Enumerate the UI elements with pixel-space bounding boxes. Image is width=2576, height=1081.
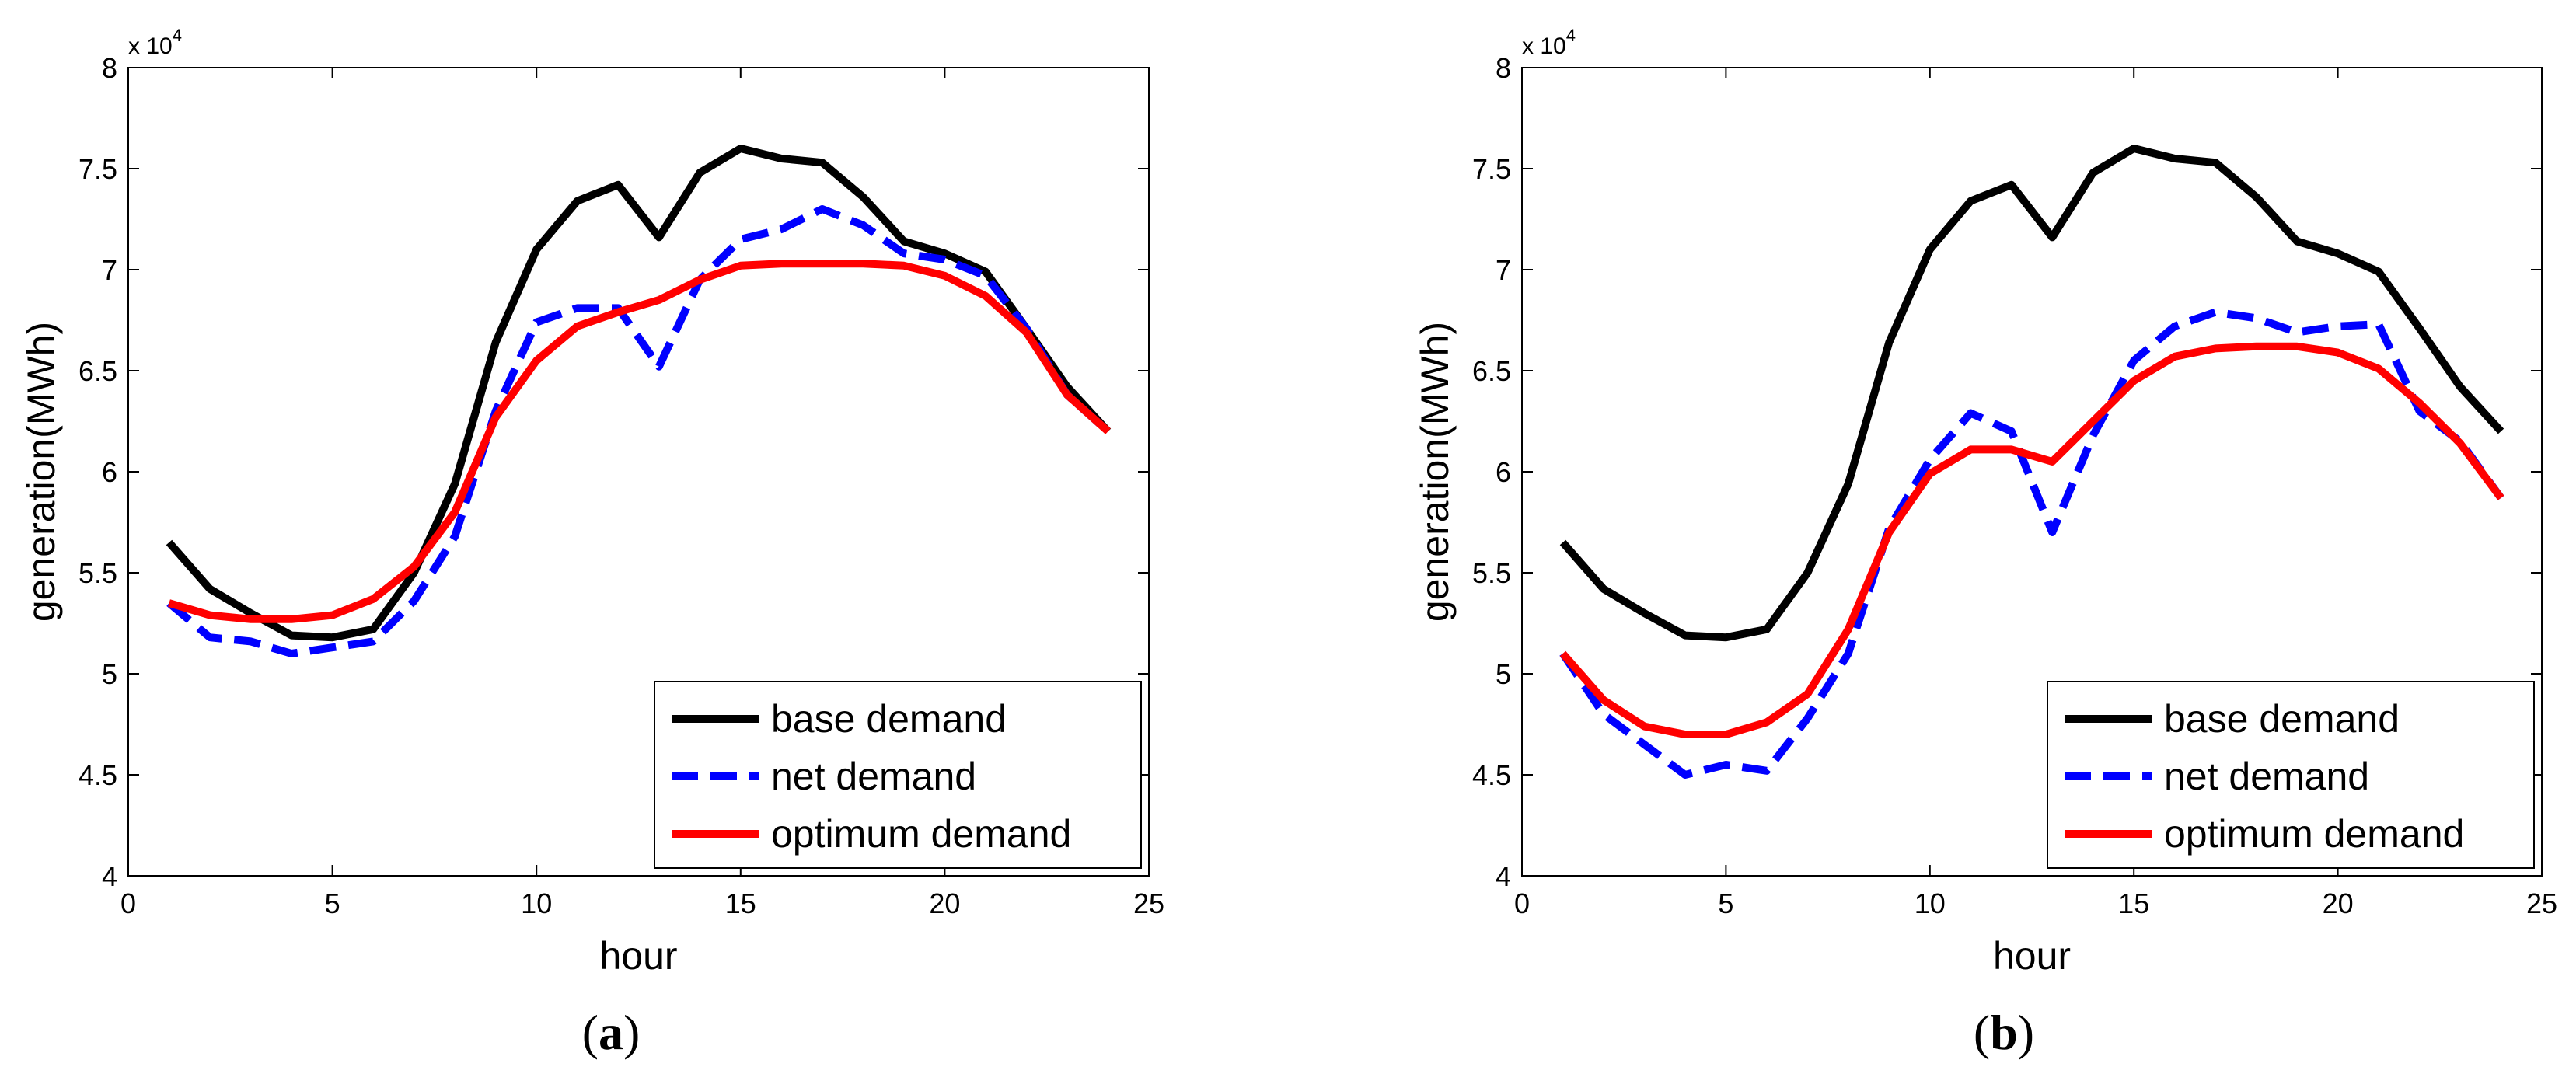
y-multiplier-base: x 10 (1522, 33, 1566, 59)
legend-label: base demand (2164, 697, 2400, 741)
y-multiplier: x 104 (1522, 26, 1576, 59)
y-tick-label: 8 (1496, 52, 1511, 84)
x-axis-label: hour (599, 934, 677, 978)
x-tick-label: 0 (120, 887, 136, 919)
series-line-net-demand (166, 205, 1111, 657)
x-tick-label: 25 (1133, 887, 1164, 919)
y-multiplier: x 104 (128, 26, 182, 59)
y-axis-label: generation(MWh) (19, 322, 63, 622)
x-tick-label: 20 (929, 887, 960, 919)
y-tick-label: 6.5 (79, 355, 117, 387)
x-tick-label: 15 (2118, 887, 2149, 919)
y-tick-label: 6 (1496, 456, 1511, 488)
y-tick-label: 6 (102, 456, 117, 488)
panel-label-open: ( (1974, 1005, 1990, 1060)
legend-label: net demand (2164, 755, 2369, 798)
x-tick-label: 5 (1718, 887, 1733, 919)
x-axis-label: hour (1993, 934, 2071, 978)
y-tick-label: 4.5 (1472, 759, 1511, 791)
panel-label-close: ) (623, 1005, 640, 1060)
legend-label: optimum demand (2164, 812, 2464, 856)
y-tick-label: 7.5 (79, 153, 117, 185)
legend-label: optimum demand (771, 812, 1071, 856)
y-tick-label: 8 (102, 52, 117, 84)
panel-label-letter: a (599, 1005, 623, 1060)
y-multiplier-exponent: 4 (1566, 26, 1576, 45)
series-line-optimum-demand (168, 260, 1111, 623)
panel-label: (b) (1974, 1005, 2034, 1060)
y-tick-label: 4.5 (79, 759, 117, 791)
legend-label: base demand (771, 697, 1007, 741)
y-tick-label: 5.5 (79, 557, 117, 589)
y-tick-label: 5 (1496, 658, 1511, 690)
x-tick-label: 5 (325, 887, 340, 919)
series-line-base-demand (1559, 145, 2504, 642)
y-tick-label: 4 (1496, 860, 1511, 892)
panel-label-close: ) (2018, 1005, 2034, 1060)
x-tick-label: 0 (1514, 887, 1530, 919)
x-tick-label: 15 (725, 887, 756, 919)
y-tick-label: 7 (1496, 254, 1511, 286)
y-multiplier-base: x 10 (128, 33, 173, 59)
x-tick-label: 10 (1915, 887, 1946, 919)
y-tick-label: 4 (102, 860, 117, 892)
y-multiplier-exponent: 4 (173, 26, 182, 45)
series-line-net-demand (1559, 308, 2504, 779)
panel-label: (a) (582, 1005, 641, 1060)
panel-label-open: ( (582, 1005, 599, 1060)
x-tick-label: 10 (521, 887, 552, 919)
y-tick-label: 5 (102, 658, 117, 690)
series-line-optimum-demand (1559, 342, 2504, 738)
y-tick-label: 7 (102, 254, 117, 286)
y-tick-label: 5.5 (1472, 557, 1511, 589)
y-axis-label: generation(MWh) (1413, 322, 1457, 622)
x-tick-label: 20 (2323, 887, 2354, 919)
x-tick-label: 25 (2526, 887, 2557, 919)
panel-label-letter: b (1990, 1005, 2018, 1060)
y-tick-label: 7.5 (1472, 153, 1511, 185)
legend-label: net demand (771, 755, 976, 798)
series-line-base-demand (166, 145, 1112, 642)
y-tick-label: 6.5 (1472, 355, 1511, 387)
